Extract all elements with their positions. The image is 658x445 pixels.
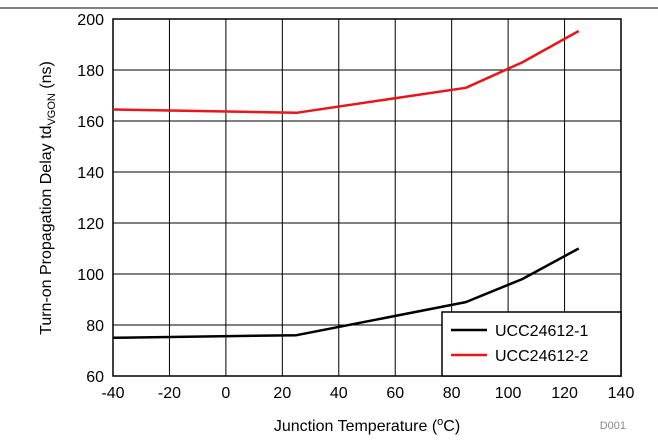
x-tick-label: 120 [551,385,578,402]
series-line-ucc24612-1 [112,247,580,340]
x-tick-label: -40 [101,385,124,402]
y-tick-label: 60 [86,369,104,386]
x-tick-label: 100 [495,385,522,402]
legend-box [441,311,622,377]
y-tick-label: 120 [77,216,104,233]
y-tick-label: 140 [77,165,104,182]
x-axis-title-superscript: o [437,416,443,428]
x-axis-title: Junction Temperature (oC) [274,416,460,435]
y-tick-label: 100 [77,267,104,284]
x-tick-label: 0 [221,385,230,402]
legend: UCC24612-1 UCC24612-2 [441,311,622,377]
x-tick-label: 20 [273,385,291,402]
y-tick-label: 160 [77,114,104,131]
y-axis-title: Turn-on Propagation Delay tdVGON (ns) [38,61,58,335]
y-tick-label: 200 [77,12,104,29]
figure-code-label: D001 [600,420,626,432]
y-tick-label: 180 [77,63,104,80]
x-tick-label: 60 [386,385,404,402]
x-tick-label: 80 [443,385,461,402]
legend-label-ucc24612-1: UCC24612-1 [495,323,588,340]
x-tick-label: -20 [158,385,181,402]
x-tick-label: 140 [608,385,635,402]
legend-label-ucc24612-2: UCC24612-2 [495,348,588,365]
y-tick-labels: 60 80 100 120 140 160 180 200 [77,12,104,386]
plot-frame [112,18,622,377]
series-layer [112,29,580,340]
y-axis-title-subscript: VGON [46,93,58,125]
series-line-ucc24612-2 [112,29,580,115]
x-tick-labels: -40 -20 0 20 40 60 80 100 120 140 [101,385,634,402]
grid [113,19,621,376]
x-tick-label: 40 [330,385,348,402]
y-tick-label: 80 [86,318,104,335]
